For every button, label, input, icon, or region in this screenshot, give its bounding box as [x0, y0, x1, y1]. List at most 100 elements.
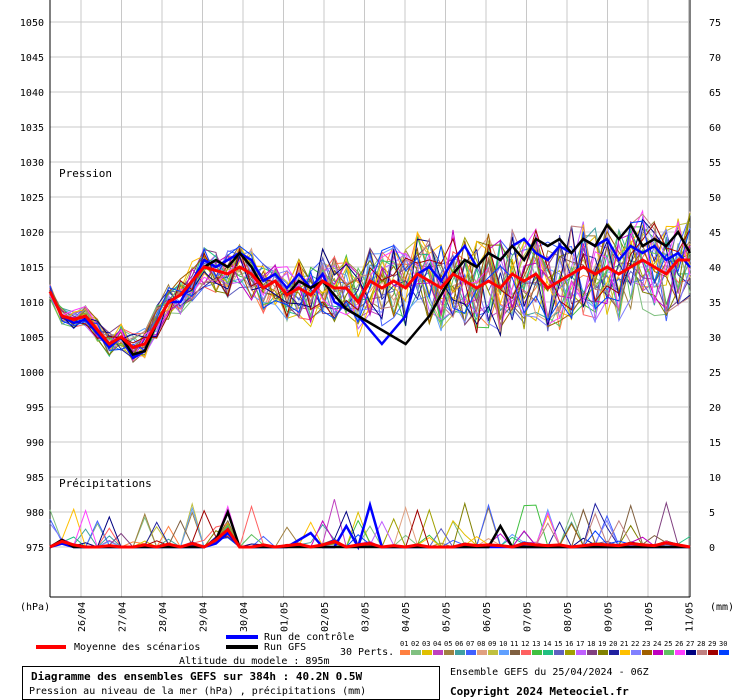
pert-id: 19: [598, 640, 606, 648]
pert-swatch: [620, 650, 630, 655]
legend-perts-label: 30 Perts.: [340, 647, 394, 658]
pert-swatch: [411, 650, 421, 655]
pert-swatch: [719, 650, 729, 655]
left-tick-label: 1030: [20, 158, 44, 169]
pert-swatch: [565, 650, 575, 655]
pert-swatch: [598, 650, 608, 655]
pert-swatch: [664, 650, 674, 655]
pert-swatch: [422, 650, 432, 655]
left-tick-label: 985: [26, 473, 44, 484]
left-tick-label: 1045: [20, 53, 44, 64]
perturbation-legend: 01 02 03 04 05 06 07 08 09 10 11 12 13 14 15 16 17 18 19 20…: [400, 640, 729, 655]
left-tick-label: 1035: [20, 123, 44, 134]
x-axis-ticks: 26/04 27/04 28/04 29/04 30/04 01/05 02/05 03/05…: [77, 602, 696, 632]
pressure-line-0: [48, 258, 690, 350]
x-tick-label: 28/04: [158, 602, 169, 632]
main-series-lines: [48, 222, 692, 551]
pert-id: 02: [411, 640, 419, 648]
x-tick-label: 08/05: [563, 602, 574, 632]
pert-id: 23: [642, 640, 650, 648]
left-axis-ticks: 975 980 985 990 995 1000 1005 1010 1015 1020 1025 1…: [20, 18, 44, 554]
perturbation-pressure-line: [49, 209, 691, 362]
left-axis-unit: (hPa): [20, 602, 50, 613]
pert-id: 01: [400, 640, 408, 648]
pert-swatch: [532, 650, 542, 655]
pert-swatch: [587, 650, 597, 655]
pressure-panel-label: Pression: [59, 167, 112, 180]
x-tick-label: 02/05: [320, 602, 331, 632]
perturbation-pressure-line: [49, 230, 691, 357]
left-tick-label: 1050: [20, 18, 44, 29]
right-tick-label: 10: [709, 473, 721, 484]
pert-id: 25: [664, 640, 672, 648]
right-tick-label: 45: [709, 228, 721, 239]
copyright: Copyright 2024 Meteociel.fr: [450, 685, 629, 698]
chart-title: Diagramme des ensembles GEFS sur 384h : …: [31, 670, 363, 683]
precip-panel-label: Précipitations: [59, 477, 152, 490]
pert-swatch: [466, 650, 476, 655]
perturbation-pressure-line: [49, 222, 691, 356]
pert-swatch: [543, 650, 553, 655]
pert-swatch: [400, 650, 410, 655]
pert-swatch: [488, 650, 498, 655]
pert-id: 24: [653, 640, 661, 648]
pert-id: 15: [554, 640, 562, 648]
left-tick-label: 1025: [20, 193, 44, 204]
left-tick-label: 1005: [20, 333, 44, 344]
pert-swatch: [697, 650, 707, 655]
altitude-label: Altitude du modele : 895m: [179, 656, 330, 667]
right-tick-label: 50: [709, 193, 721, 204]
pert-id: 09: [488, 640, 496, 648]
right-tick-label: 25: [709, 368, 721, 379]
left-tick-label: 1040: [20, 88, 44, 99]
pert-id: 11: [510, 640, 518, 648]
right-tick-label: 35: [709, 298, 721, 309]
x-tick-label: 03/05: [361, 602, 372, 632]
legend-mean-label: Moyenne des scénarios: [74, 641, 200, 653]
pert-swatch: [455, 650, 465, 655]
right-tick-label: 0: [709, 543, 715, 554]
perturbation-pressure-line: [49, 227, 691, 349]
left-tick-label: 1010: [20, 298, 44, 309]
pert-swatch: [631, 650, 641, 655]
pert-id: 03: [422, 640, 430, 648]
chart-subtitle: Pression au niveau de la mer (hPa) , pré…: [29, 686, 367, 697]
right-axis-ticks: 0 5 10 15 20 25 30 35 40 45 50 55 60 65 70 75: [709, 18, 721, 554]
pert-id: 04: [433, 640, 441, 648]
right-tick-label: 40: [709, 263, 721, 274]
pert-swatch: [433, 650, 443, 655]
left-tick-label: 1020: [20, 228, 44, 239]
left-tick-label: 975: [26, 543, 44, 554]
pert-id: 21: [620, 640, 628, 648]
legend: Moyenne des scénarios Run de contrôle Ru…: [36, 631, 729, 658]
pert-swatch: [642, 650, 652, 655]
pert-id: 28: [697, 640, 705, 648]
pert-swatch: [510, 650, 520, 655]
perturbation-pressure-line: [49, 218, 691, 340]
perturbation-pressure-line: [49, 222, 691, 344]
pert-id: 05: [444, 640, 452, 648]
x-tick-label: 30/04: [239, 602, 250, 632]
x-tick-label: 11/05: [685, 602, 696, 632]
x-tick-label: 09/05: [604, 602, 615, 632]
pert-id: 06: [455, 640, 463, 648]
x-tick-label: 06/05: [482, 602, 493, 632]
pert-swatch: [576, 650, 586, 655]
title-box: Diagramme des ensembles GEFS sur 384h : …: [22, 666, 440, 700]
x-tick-label: 10/05: [644, 602, 655, 632]
pert-id: 30: [719, 640, 727, 648]
pert-id: 22: [631, 640, 639, 648]
perturbation-pressure-line: [49, 215, 691, 346]
right-tick-label: 5: [709, 508, 715, 519]
legend-control-label: Run de contrôle: [264, 631, 354, 643]
pert-id: 26: [675, 640, 683, 648]
perturbation-pressure-line: [49, 231, 691, 346]
left-tick-label: 980: [26, 508, 44, 519]
left-tick-label: 1000: [20, 368, 44, 379]
right-tick-label: 15: [709, 438, 721, 449]
perturbation-lines: [49, 209, 691, 549]
pert-id: 08: [477, 640, 485, 648]
pert-swatch: [444, 650, 454, 655]
pert-id: 20: [609, 640, 617, 648]
x-tick-label: 27/04: [118, 602, 129, 632]
